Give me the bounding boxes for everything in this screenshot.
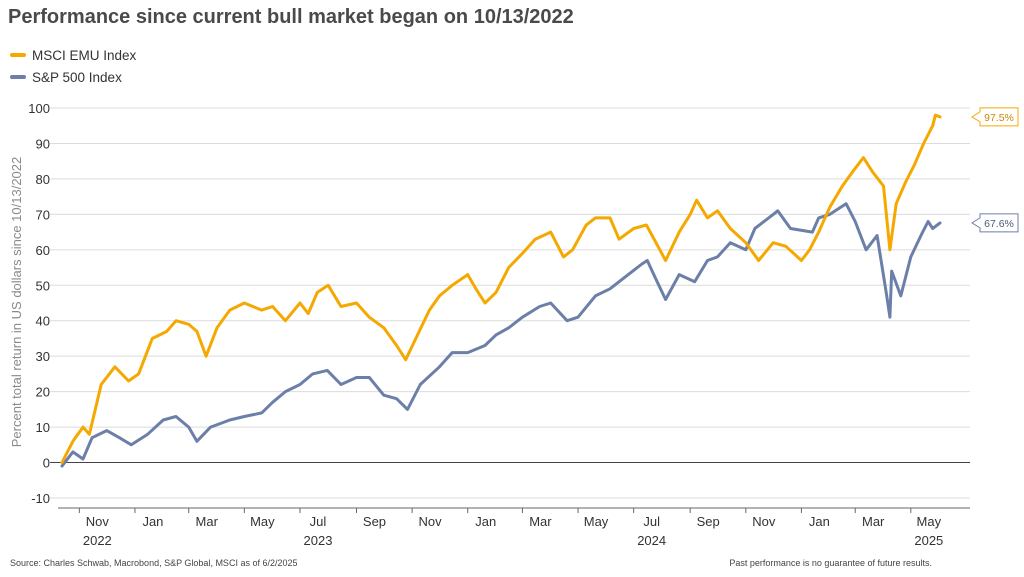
y-tick-label: 10 — [36, 420, 50, 435]
end-label-msci-emu: 97.5% — [984, 112, 1014, 124]
y-axis: -10 0 10 20 30 40 50 60 70 80 90 100 — [28, 101, 50, 506]
legend-item-sp500: S&P 500 Index — [10, 66, 136, 88]
end-label-sp500: 67.6% — [984, 218, 1014, 230]
y-axis-label: Percent total return in US dollars since… — [9, 157, 24, 448]
series-lines — [60, 113, 942, 468]
y-tick-label: 20 — [36, 385, 50, 400]
x-tick-label: Nov — [419, 514, 443, 529]
x-tick-label: Nov — [86, 514, 110, 529]
chart-legend: MSCI EMU Index S&P 500 Index — [10, 44, 136, 88]
y-tick-label: -10 — [31, 491, 50, 506]
y-tick-label: 60 — [36, 243, 50, 258]
x-year-label: 2024 — [637, 533, 666, 548]
disclaimer-note: Past performance is no guarantee of futu… — [729, 558, 932, 568]
legend-item-msci-emu: MSCI EMU Index — [10, 44, 136, 66]
y-tick-label: 40 — [36, 314, 50, 329]
y-tick-label: 100 — [28, 101, 50, 116]
y-tick-label: 0 — [43, 456, 50, 471]
chart-title: Performance since current bull market be… — [8, 6, 574, 28]
x-year-label: 2023 — [304, 533, 333, 548]
x-tick-label: May — [917, 514, 942, 529]
x-axis: Nov 2022 Jan Mar May Jul 2023 Sep Nov Jan Mar May Ju… — [78, 508, 943, 548]
x-year-label: 2025 — [914, 533, 943, 548]
x-year-label: 2022 — [83, 533, 112, 548]
end-label-box-sp500 — [971, 213, 1019, 233]
x-tick-label: Nov — [752, 514, 776, 529]
y-tick-label: 50 — [36, 278, 50, 293]
end-label-box-msci-emu — [971, 107, 1019, 127]
source-note: Source: Charles Schwab, Macrobond, S&P G… — [10, 558, 298, 568]
x-tick-label: May — [250, 514, 275, 529]
y-tick-label: 30 — [36, 349, 50, 364]
x-tick-label: Jan — [809, 514, 830, 529]
x-tick-label: May — [584, 514, 609, 529]
chart-gridlines — [50, 107, 970, 509]
series-line-msci-emu — [60, 113, 942, 464]
series-line-sp500 — [60, 202, 942, 468]
x-tick-label: Sep — [697, 514, 720, 529]
x-tick-label: Jan — [142, 514, 163, 529]
y-tick-label: 80 — [36, 172, 50, 187]
y-tick-label: 90 — [36, 136, 50, 151]
legend-swatch-msci-emu — [10, 53, 26, 57]
legend-swatch-sp500 — [10, 75, 26, 79]
x-tick-label: Sep — [363, 514, 386, 529]
x-tick-label: Jan — [475, 514, 496, 529]
x-tick-label: Jul — [643, 514, 660, 529]
end-labels: 67.6% 97.5% — [971, 107, 1019, 233]
x-tick-label: Mar — [529, 514, 552, 529]
x-tick-label: Mar — [862, 514, 885, 529]
legend-label-msci-emu: MSCI EMU Index — [32, 47, 137, 63]
y-tick-label: 70 — [36, 207, 50, 222]
legend-label-sp500: S&P 500 Index — [32, 69, 122, 85]
x-tick-label: Mar — [196, 514, 219, 529]
x-tick-label: Jul — [310, 514, 327, 529]
